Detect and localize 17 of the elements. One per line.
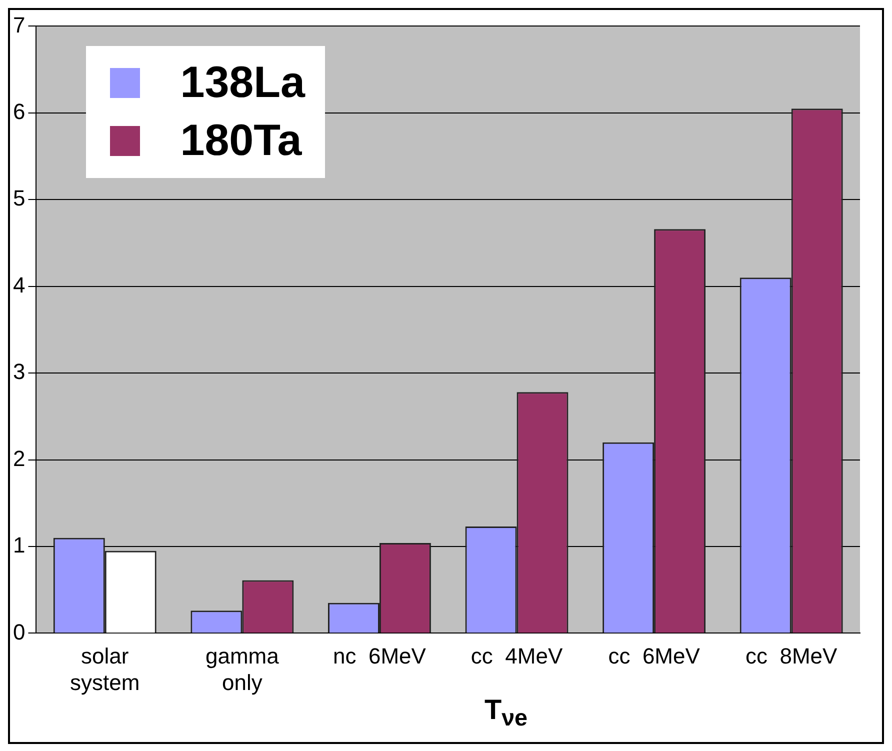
y-tick-label: 1: [12, 532, 26, 558]
x-tick-label: nc 6MeV: [333, 643, 426, 668]
y-tick-label: 0: [12, 619, 26, 644]
x-axis-title: T$_{νe}$: [483, 694, 529, 733]
x-tick-label: cc 8MeV: [746, 643, 838, 668]
legend-label: 180Ta: [180, 116, 302, 166]
x-tick-label: solar system: [70, 643, 140, 695]
legend-label: 138La: [180, 58, 305, 108]
y-tick-label: 6: [12, 98, 26, 124]
y-tick-label: 5: [12, 186, 26, 211]
x-tick-label: gamma only: [205, 643, 280, 695]
y-tick-label: 2: [12, 446, 26, 471]
x-tick-label: cc 6MeV: [608, 643, 700, 668]
y-tick-label: 4: [12, 272, 26, 298]
y-tick-label: 7: [12, 12, 26, 38]
x-tick-label: cc 4MeV: [470, 643, 563, 668]
y-tick-label: 3: [12, 359, 26, 384]
